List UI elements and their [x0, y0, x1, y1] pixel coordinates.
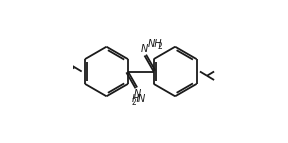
- Text: 2: 2: [132, 98, 137, 107]
- Text: 2: 2: [158, 42, 162, 51]
- Text: H: H: [132, 95, 139, 105]
- Text: N: N: [134, 89, 141, 99]
- Text: NH: NH: [148, 38, 163, 48]
- Text: N: N: [138, 95, 145, 105]
- Text: N: N: [141, 44, 148, 54]
